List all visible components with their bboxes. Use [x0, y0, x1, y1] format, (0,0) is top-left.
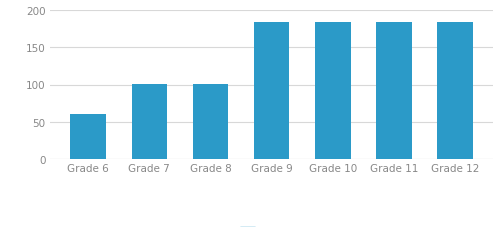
Bar	[193, 84, 228, 159]
Bar	[376, 22, 411, 159]
Legend: Grades: Grades	[236, 221, 307, 227]
Bar	[254, 22, 289, 159]
Bar	[132, 84, 167, 159]
Bar	[70, 115, 106, 159]
Bar	[437, 22, 473, 159]
Bar	[315, 22, 351, 159]
